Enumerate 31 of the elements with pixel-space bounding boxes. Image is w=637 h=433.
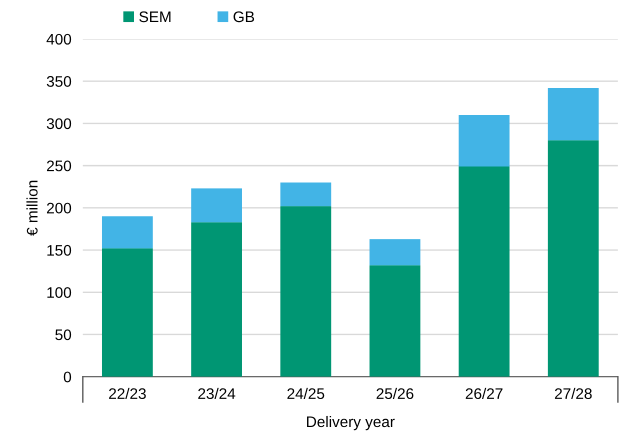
bar [458, 166, 510, 377]
x-tick-label: 23/24 [198, 388, 236, 400]
y-tick-label: 100 [47, 287, 72, 298]
y-tick-label: 150 [47, 244, 72, 256]
y-tick-label: 400 [46, 34, 72, 45]
bar [458, 114, 510, 166]
legend-label: GB [234, 11, 254, 22]
y-tick-label: 250 [46, 160, 72, 172]
x-axis-title: Delivery year [307, 416, 395, 430]
x-tick-label: 24/25 [287, 388, 324, 400]
y-axis-title: € million [26, 180, 38, 236]
x-tick-label: 25/26 [376, 388, 414, 400]
x-tick-label: 27/28 [554, 388, 592, 400]
bar [280, 206, 332, 377]
y-tick-label: 50 [55, 329, 72, 340]
bar [370, 265, 420, 377]
y-tick-label: 300 [46, 118, 72, 130]
bar [548, 88, 599, 140]
x-tick-label: 22/23 [109, 388, 146, 400]
bar [370, 239, 420, 266]
bar [191, 222, 242, 377]
x-tick-label: 26/27 [466, 388, 502, 400]
bar [191, 188, 242, 222]
y-tick-label: 0 [64, 372, 72, 382]
bar [102, 216, 153, 248]
bar [548, 140, 599, 377]
legend-label: SEM [139, 11, 170, 22]
bar [102, 248, 153, 377]
y-tick-label: 350 [46, 76, 72, 87]
bar [280, 182, 332, 206]
y-tick-label: 200 [46, 202, 72, 214]
